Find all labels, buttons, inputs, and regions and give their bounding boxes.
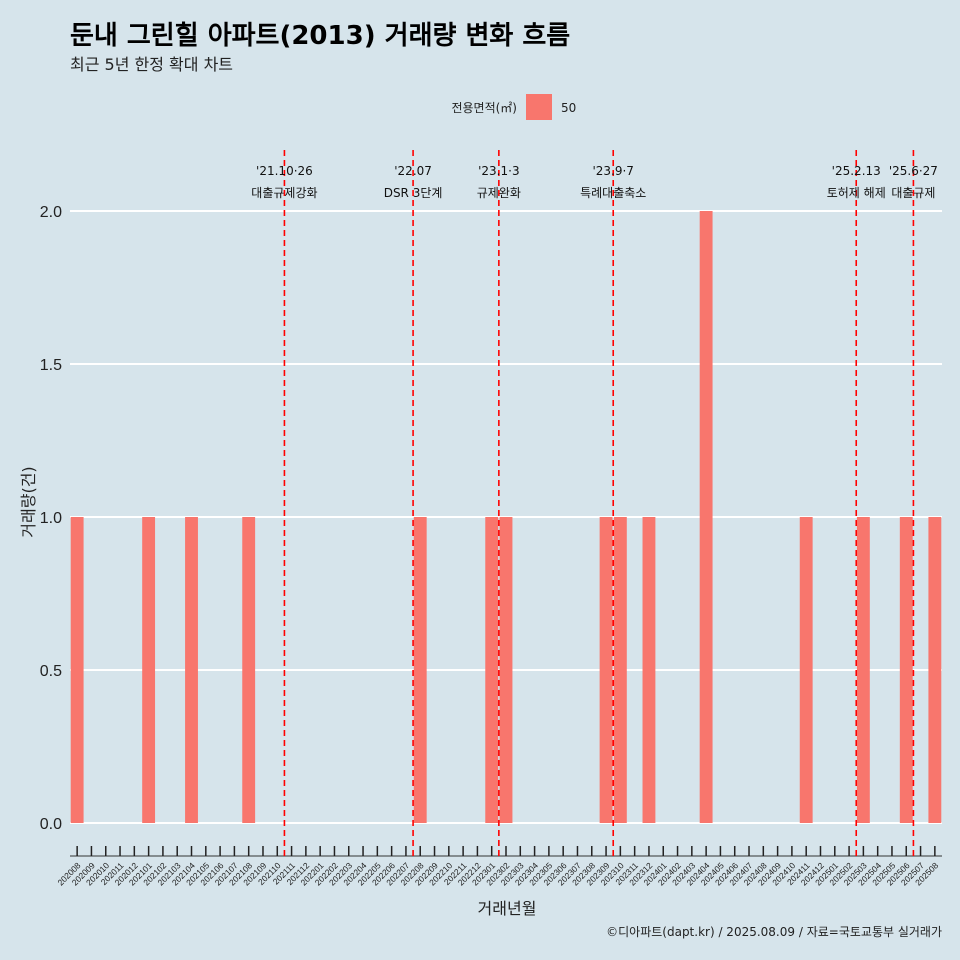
- annotation-date: '25.2.13: [832, 164, 881, 178]
- bar: [185, 517, 198, 823]
- chart-subtitle: 최근 5년 한정 확대 차트: [70, 55, 233, 74]
- legend-label: 50: [561, 101, 576, 115]
- y-tick-labels: 0.0 0.5 1.0 1.5 2.0: [40, 204, 62, 833]
- annotation-date: '22.07: [394, 164, 432, 178]
- annotation-label: DSR 3단계: [384, 186, 443, 200]
- annotation-label: 규제완화: [477, 186, 521, 200]
- bars: [70, 211, 942, 823]
- annotation-label: 대출규제: [891, 186, 935, 200]
- annotations: '21.10·26 대출규제강화 '22.07 DSR 3단계 '23.1·3 규제완화 '…: [251, 150, 938, 856]
- y-tick-label: 2.0: [40, 204, 62, 221]
- bar: [599, 517, 613, 823]
- legend: 전용면적(㎡) 50: [451, 94, 576, 120]
- annotation-date: '23.9·7: [592, 164, 633, 178]
- y-tick-label: 0.5: [40, 663, 62, 680]
- y-tick-label: 1.5: [40, 357, 62, 374]
- y-tick-label: 0.0: [40, 816, 62, 833]
- x-axis-title: 거래년월: [478, 899, 537, 918]
- chart-title: 둔내 그린힐 아파트(2013) 거래량 변화 흐름: [70, 21, 570, 51]
- bar: [928, 517, 942, 823]
- bar: [642, 517, 656, 823]
- bar: [699, 211, 713, 823]
- y-tick-label: 1.0: [40, 510, 62, 527]
- bar: [499, 517, 513, 823]
- legend-title: 전용면적(㎡): [451, 101, 517, 115]
- annotation-label: 토허제 해제: [827, 186, 886, 200]
- annotation-label: 특례대출축소: [580, 186, 646, 200]
- annotation-date: '21.10·26: [256, 164, 313, 178]
- annotation-date: '23.1·3: [478, 164, 519, 178]
- caption: ©디아파트(dapt.kr) / 2025.08.09 / 자료=국토교통부 실…: [606, 925, 942, 939]
- bar: [142, 517, 156, 823]
- bar: [799, 517, 813, 823]
- bar: [242, 517, 256, 823]
- annotation-date: '25.6·27: [889, 164, 938, 178]
- legend-swatch: [526, 94, 552, 120]
- bar: [856, 517, 870, 823]
- bar: [413, 517, 427, 823]
- y-axis-title: 거래량(건): [19, 466, 38, 537]
- bar: [485, 517, 499, 823]
- bar: [899, 517, 913, 823]
- bar: [70, 517, 84, 823]
- bar: [613, 517, 627, 823]
- annotation-label: 대출규제강화: [251, 186, 317, 200]
